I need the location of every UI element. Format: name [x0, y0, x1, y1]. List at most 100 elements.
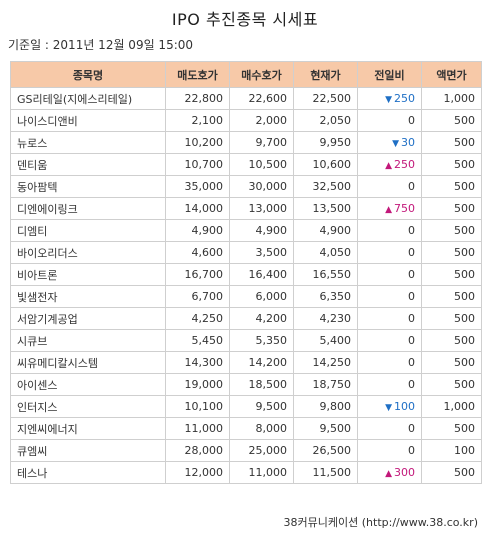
- table-row: 디엔에이링크 14,000 13,000 13,500 ▲ 750 500: [10, 197, 482, 220]
- ask-price-cell: 2,100: [165, 109, 230, 132]
- column-header-ask: 매도호가: [165, 61, 230, 88]
- change-value: 750: [394, 202, 415, 215]
- ask-price-cell: 12,000: [165, 461, 230, 484]
- table-header-row: 종목명 매도호가 매수호가 현재가 전일비 액면가: [10, 61, 482, 88]
- table-row: 비아트론 16,700 16,400 16,550 0 500: [10, 263, 482, 286]
- ask-price-cell: 10,700: [165, 153, 230, 176]
- ask-price-cell: 4,900: [165, 219, 230, 242]
- change-value: 0: [408, 246, 415, 259]
- current-price-cell: 4,050: [293, 241, 358, 264]
- stock-name-cell: 큐엠씨: [10, 439, 166, 462]
- bid-price-cell: 25,000: [229, 439, 294, 462]
- stock-name-cell: 서암기계공업: [10, 307, 166, 330]
- current-price-cell: 10,600: [293, 153, 358, 176]
- column-header-bid: 매수호가: [229, 61, 294, 88]
- ask-price-cell: 6,700: [165, 285, 230, 308]
- bid-price-cell: 9,700: [229, 131, 294, 154]
- ask-price-cell: 10,100: [165, 395, 230, 418]
- bid-price-cell: 4,200: [229, 307, 294, 330]
- current-price-cell: 26,500: [293, 439, 358, 462]
- par-value-cell: 500: [421, 263, 482, 286]
- par-value-cell: 500: [421, 241, 482, 264]
- change-cell: 0: [357, 373, 422, 396]
- stock-name-cell: 디엔에이링크: [10, 197, 166, 220]
- bid-price-cell: 30,000: [229, 175, 294, 198]
- base-date: 기준일 : 2011년 12월 09일 15:00: [8, 38, 194, 52]
- bid-price-cell: 4,900: [229, 219, 294, 242]
- stock-name-cell: 씨유메디칼시스템: [10, 351, 166, 374]
- ask-price-cell: 5,450: [165, 329, 230, 352]
- bid-price-cell: 9,500: [229, 395, 294, 418]
- stock-name-cell: 아이센스: [10, 373, 166, 396]
- stock-name-cell: 바이오리더스: [10, 241, 166, 264]
- table-row: 씨유메디칼시스템 14,300 14,200 14,250 0 500: [10, 351, 482, 374]
- stock-name-cell: 테스나: [10, 461, 166, 484]
- current-price-cell: 4,900: [293, 219, 358, 242]
- ask-price-cell: 19,000: [165, 373, 230, 396]
- stock-name-cell: 동아팜텍: [10, 175, 166, 198]
- change-cell: 0: [357, 263, 422, 286]
- table-row: 시큐브 5,450 5,350 5,400 0 500: [10, 329, 482, 352]
- change-value: 0: [408, 422, 415, 435]
- current-price-cell: 9,950: [293, 131, 358, 154]
- change-value: 100: [394, 400, 415, 413]
- triangle-up-icon: ▲: [385, 469, 392, 479]
- change-cell: 0: [357, 417, 422, 440]
- bid-price-cell: 8,000: [229, 417, 294, 440]
- par-value-cell: 500: [421, 109, 482, 132]
- par-value-cell: 1,000: [421, 87, 482, 110]
- current-price-cell: 16,550: [293, 263, 358, 286]
- column-header-price: 현재가: [293, 61, 358, 88]
- column-header-change: 전일비: [357, 61, 422, 88]
- ask-price-cell: 4,600: [165, 241, 230, 264]
- par-value-cell: 500: [421, 197, 482, 220]
- change-value: 0: [408, 268, 415, 281]
- current-price-cell: 18,750: [293, 373, 358, 396]
- change-cell: ▼ 250: [357, 87, 422, 110]
- ask-price-cell: 16,700: [165, 263, 230, 286]
- change-value: 0: [408, 334, 415, 347]
- change-cell: 0: [357, 285, 422, 308]
- change-cell: ▼ 100: [357, 395, 422, 418]
- par-value-cell: 500: [421, 373, 482, 396]
- triangle-up-icon: ▲: [385, 205, 392, 215]
- change-value: 0: [408, 224, 415, 237]
- table-row: 테스나 12,000 11,000 11,500 ▲ 300 500: [10, 461, 482, 484]
- change-cell: 0: [357, 307, 422, 330]
- par-value-cell: 100: [421, 439, 482, 462]
- par-value-cell: 1,000: [421, 395, 482, 418]
- change-cell: ▲ 750: [357, 197, 422, 220]
- bid-price-cell: 3,500: [229, 241, 294, 264]
- stock-name-cell: 빛샘전자: [10, 285, 166, 308]
- ask-price-cell: 14,300: [165, 351, 230, 374]
- bid-price-cell: 10,500: [229, 153, 294, 176]
- page-title: IPO 추진종목 시세표: [171, 10, 319, 29]
- stock-name-cell: 비아트론: [10, 263, 166, 286]
- bid-price-cell: 22,600: [229, 87, 294, 110]
- current-price-cell: 13,500: [293, 197, 358, 220]
- ask-price-cell: 4,250: [165, 307, 230, 330]
- change-value: 0: [408, 312, 415, 325]
- ask-price-cell: 14,000: [165, 197, 230, 220]
- current-price-cell: 2,050: [293, 109, 358, 132]
- bid-price-cell: 18,500: [229, 373, 294, 396]
- ask-price-cell: 22,800: [165, 87, 230, 110]
- change-value: 250: [394, 158, 415, 171]
- table-row: 뉴로스 10,200 9,700 9,950 ▼ 30 500: [10, 131, 482, 154]
- change-value: 0: [408, 114, 415, 127]
- stock-name-cell: 지엔씨에너지: [10, 417, 166, 440]
- table-row: 디엠티 4,900 4,900 4,900 0 500: [10, 219, 482, 242]
- stock-name-cell: 덴티움: [10, 153, 166, 176]
- change-value: 300: [394, 466, 415, 479]
- change-value: 0: [408, 180, 415, 193]
- ask-price-cell: 11,000: [165, 417, 230, 440]
- table-row: 빛샘전자 6,700 6,000 6,350 0 500: [10, 285, 482, 308]
- bid-price-cell: 14,200: [229, 351, 294, 374]
- table-row: 큐엠씨 28,000 25,000 26,500 0 100: [10, 439, 482, 462]
- source-footer: 38커뮤니케이션 (http://www.38.co.kr): [283, 516, 478, 529]
- table-row: 나이스디앤비 2,100 2,000 2,050 0 500: [10, 109, 482, 132]
- change-cell: ▲ 250: [357, 153, 422, 176]
- table-row: 인터지스 10,100 9,500 9,800 ▼ 100 1,000: [10, 395, 482, 418]
- current-price-cell: 9,500: [293, 417, 358, 440]
- par-value-cell: 500: [421, 351, 482, 374]
